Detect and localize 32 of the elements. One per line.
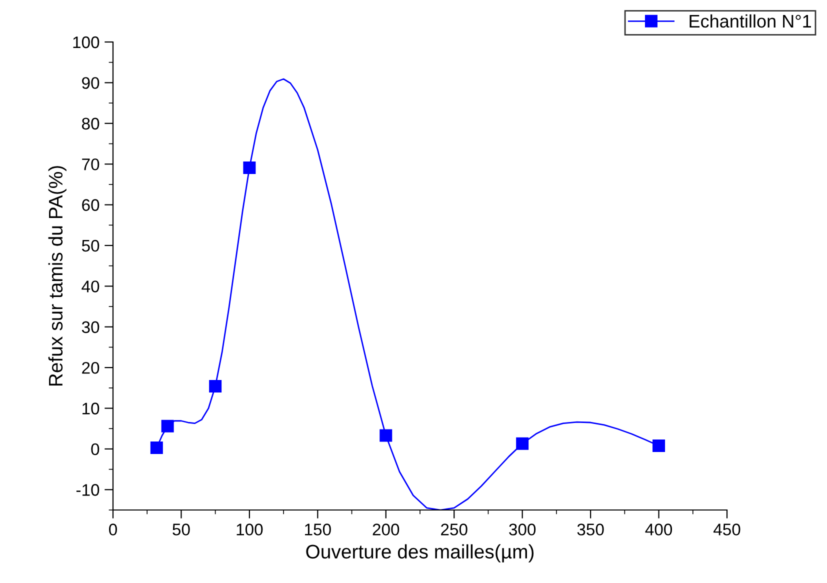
y-tick-label: 30: [82, 321, 100, 334]
y-tick-label: 0: [91, 443, 100, 456]
y-tick-label: 60: [82, 199, 100, 211]
point: [516, 437, 529, 450]
y-axis-title: Refux sur tamis du PA(%): [48, 166, 66, 386]
y-tick-label: 90: [82, 77, 100, 89]
point: [243, 162, 256, 174]
y-tick-label: 10: [82, 402, 100, 414]
y-tick-label: 20: [82, 362, 100, 374]
x-tick-label: 150: [305, 524, 331, 536]
x-tick-label: 100: [236, 524, 263, 536]
point: [652, 439, 666, 452]
point: [380, 429, 392, 442]
y-tick-label: 40: [82, 280, 100, 292]
y-tick-label: 50: [82, 240, 100, 252]
point: [161, 420, 174, 432]
x-axis-title: Ouverture des mailles(µm): [306, 544, 534, 562]
point: [209, 380, 222, 393]
x-tick-label: 350: [577, 524, 604, 536]
y-tick-label: 80: [82, 118, 100, 130]
x-tick-label: 0: [109, 524, 117, 536]
x-tick-label: 250: [441, 524, 468, 536]
x-tick-label: 450: [713, 524, 740, 536]
point: [150, 441, 163, 454]
x-tick-label: 300: [509, 524, 536, 536]
x-tick-label: 400: [645, 524, 672, 536]
y-tick-label: 70: [82, 158, 100, 170]
y-tick-label: -10: [76, 484, 100, 496]
x-tick-label: 200: [372, 524, 400, 536]
x-tick-label: 50: [172, 524, 190, 536]
y-tick-label: 100: [73, 36, 100, 48]
legend-label: Echantillon N°1: [690, 14, 812, 28]
